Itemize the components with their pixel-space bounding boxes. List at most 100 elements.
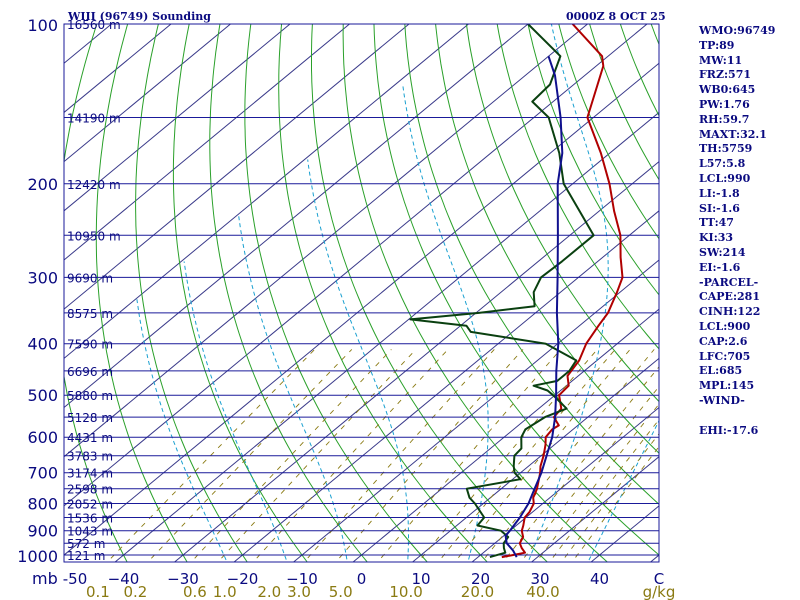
dry-adiabat: [95, 24, 188, 562]
dry-adiabat: [404, 24, 659, 505]
height-label: 3783 m: [67, 450, 113, 464]
isotherm-line: [173, 160, 659, 562]
isotherm-line: [64, 24, 291, 212]
height-label: 7590 m: [67, 338, 113, 352]
dry-adiabat: [172, 24, 308, 562]
mixing-ratio-label: 1.0: [213, 583, 237, 600]
dewpoint-trace: [409, 24, 595, 559]
dry-adiabat: [311, 24, 548, 562]
height-label: 3174 m: [67, 467, 113, 481]
pressure-label-100: 100: [27, 16, 58, 35]
pressure-label-700: 700: [27, 464, 58, 483]
height-label: 2052 m: [67, 498, 113, 512]
chart-time: 0000Z 8 OCT 25: [566, 10, 666, 23]
dry-adiabat: [527, 24, 659, 296]
index-item: LCL:900: [699, 319, 751, 333]
isotherm-line: [352, 308, 659, 562]
mixing-ratio-unit-label: g/kg: [643, 583, 676, 600]
mixing-ratio-label: 0.6: [183, 583, 207, 600]
height-label: 14190 m: [67, 112, 121, 126]
height-label: 12420 m: [67, 178, 121, 192]
pressure-unit-label: mb: [32, 569, 58, 588]
index-item: EHI:-17.6: [699, 423, 759, 437]
mixing-ratio-label: 5.0: [329, 583, 353, 600]
index-item: LCL:990: [699, 171, 751, 185]
isotherm-line: [471, 406, 659, 562]
index-item: WMO:96749: [699, 24, 776, 37]
moist-adiabat: [587, 419, 659, 562]
isotherm-line: [64, 24, 648, 507]
pressure-label-900: 900: [27, 522, 58, 541]
height-label: 5128 m: [67, 411, 113, 425]
height-label: 572 m: [67, 537, 105, 551]
mixing-ratio-line: [106, 349, 316, 562]
parcel-trace: [504, 55, 564, 558]
dry-adiabat: [342, 24, 608, 562]
height-label: 8575 m: [67, 307, 113, 321]
index-item: MPL:145: [699, 379, 755, 393]
dry-adiabat: [244, 24, 428, 562]
index-item: WB0:645: [699, 83, 756, 97]
height-label: 121 m: [67, 549, 105, 563]
isotherm-line: [411, 357, 659, 562]
dry-adiabat: [619, 24, 659, 117]
height-label: 1536 m: [67, 512, 113, 526]
pressure-label-600: 600: [27, 428, 58, 447]
dry-adiabat: [465, 24, 659, 403]
isotherm-line: [64, 24, 589, 458]
mixing-ratio-label: 0.2: [123, 583, 147, 600]
mixing-ratio-line: [437, 349, 616, 562]
mixing-ratio-label: 0.1: [86, 583, 110, 600]
height-label: 10950 m: [67, 229, 121, 243]
pressure-label-400: 400: [27, 335, 58, 354]
height-label: 6696 m: [67, 365, 113, 379]
pressure-label-1000: 1000: [17, 547, 58, 566]
height-label: 5880 m: [67, 389, 113, 403]
moist-adiabat: [527, 24, 609, 562]
isotherm-line: [64, 24, 232, 163]
mixing-ratio-line: [252, 349, 449, 562]
index-item: CAP:2.6: [699, 334, 748, 348]
temperature-tick-label: −40: [108, 570, 140, 588]
temperature-tick-label: 20: [471, 570, 490, 588]
temperature-tick-label: −10: [286, 570, 318, 588]
mixing-ratio-label: 3.0: [287, 583, 311, 600]
index-item: -WIND-: [699, 393, 745, 407]
index-item: RH:59.7: [699, 112, 750, 126]
mixing-ratio-line: [190, 349, 392, 562]
pressure-label-500: 500: [27, 386, 58, 405]
pressure-label-300: 300: [27, 268, 58, 287]
temperature-tick-label: −30: [167, 570, 199, 588]
pressure-label-200: 200: [27, 175, 58, 194]
temperature-trace: [501, 24, 624, 559]
index-item: SI:-1.6: [699, 201, 740, 215]
isotherm-line: [64, 62, 659, 556]
isotherm-line: [233, 210, 659, 562]
mixing-ratio-line: [217, 349, 417, 562]
moist-adiabat: [307, 159, 409, 562]
mixing-ratio-line: [335, 349, 524, 562]
dry-adiabat: [435, 24, 659, 454]
height-label: 9690 m: [67, 271, 113, 285]
mixing-ratio-line: [417, 349, 598, 562]
isotherm-line: [64, 24, 410, 310]
isotherm-line: [64, 24, 470, 359]
isotherm-line: [114, 111, 659, 562]
index-item: TH:5759: [699, 142, 753, 156]
index-item: CINH:122: [699, 305, 761, 319]
pressure-label-800: 800: [27, 495, 58, 514]
plot-frame: [63, 23, 660, 563]
temperature-tick-label: −20: [227, 570, 259, 588]
dry-adiabat: [278, 24, 488, 562]
dry-adiabat: [209, 24, 368, 562]
temperature-tick-label: 40: [590, 570, 609, 588]
temperature-unit-label: C: [654, 570, 664, 588]
mixing-ratio-label: 40.0: [526, 583, 559, 600]
stability-indices-panel: WMO:96749 TP:89 MW:11 FRZ:571 WB0:645 PW:1.76…: [699, 24, 797, 438]
index-item: EI:-1.6: [699, 260, 741, 274]
height-label: 16560 m: [67, 18, 121, 32]
index-item: MAXT:32.1: [699, 127, 767, 141]
isotherm-line: [64, 24, 351, 261]
dry-adiabat: [496, 24, 659, 350]
